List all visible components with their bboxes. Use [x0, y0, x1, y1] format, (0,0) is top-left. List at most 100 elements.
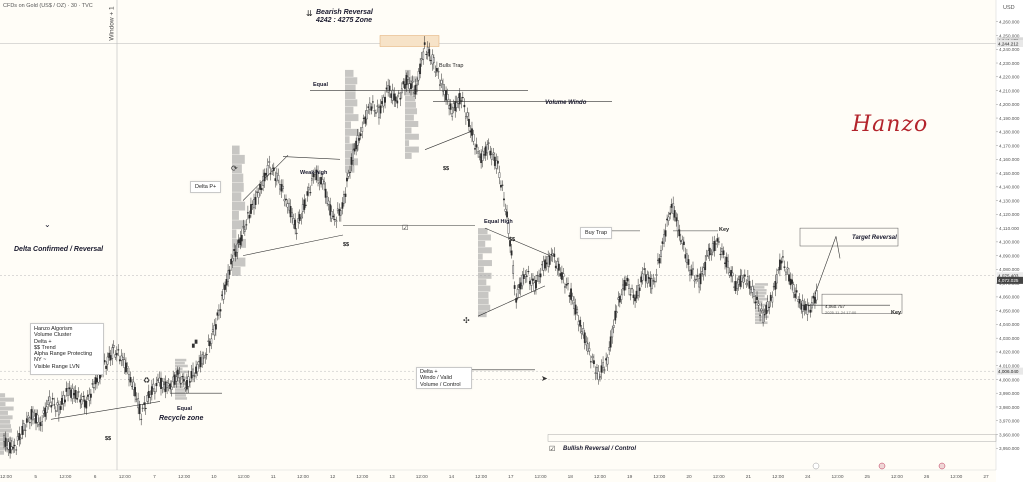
candle-body [288, 202, 290, 211]
candle-body [498, 172, 501, 178]
candle-body [510, 250, 513, 256]
candle-body [565, 283, 568, 286]
candle-body [800, 303, 803, 310]
candle-body [306, 191, 309, 196]
candle-body [349, 171, 351, 173]
x-tick-label: 5 [34, 474, 37, 480]
candle-body [487, 142, 490, 144]
candle-body [486, 144, 489, 154]
candle-body [336, 208, 339, 212]
candle-body [503, 198, 505, 201]
recycle-zone-label: Recycle zone [159, 415, 204, 422]
candle-body [158, 377, 161, 383]
candle-body [105, 365, 108, 369]
candle-body [667, 216, 670, 221]
candle-body [603, 369, 606, 371]
volume-profile-bar [232, 210, 239, 220]
y-tick-label: 4,050.000 [999, 308, 1020, 313]
price-tag-label: 4,075.403 [998, 274, 1019, 279]
x-tick-label: 12:00 [178, 474, 190, 480]
window-label: Window + 1 [108, 6, 116, 41]
candle-body [679, 240, 682, 242]
candle-body [615, 311, 618, 314]
candle-body [327, 200, 330, 205]
y-tick-label: 4,230.000 [999, 61, 1020, 66]
candle-body [88, 394, 91, 401]
candle-body [468, 118, 470, 127]
y-tick-label: 4,210.000 [999, 88, 1020, 93]
x-tick-label: 7 [153, 474, 156, 480]
candle-body [320, 177, 322, 185]
candle-body [326, 196, 329, 204]
volume-profile-bar [0, 428, 12, 433]
volume-profile-bar [478, 298, 489, 305]
candle-body [408, 83, 411, 89]
candle-body [664, 230, 667, 237]
volume-profile-bar [232, 182, 244, 192]
candle-body [663, 234, 665, 244]
candle-body [106, 356, 109, 365]
candle-body [774, 280, 777, 290]
candle-body [391, 89, 394, 101]
x-tick-label: 6 [94, 474, 97, 480]
candle-body [359, 133, 362, 137]
candle-body [771, 296, 774, 303]
candle-body [545, 262, 548, 265]
candle-body [602, 362, 604, 368]
candle-body [225, 278, 228, 286]
candle-body [422, 51, 425, 60]
candle-body [637, 285, 640, 296]
x-tick-label: 24 [805, 474, 811, 480]
candle-body [782, 256, 784, 258]
candle-body [245, 224, 248, 226]
candle-body [769, 294, 772, 301]
trend-line [242, 154, 289, 201]
candle-body [586, 343, 589, 352]
candle-body [4, 437, 7, 447]
candle-body [553, 253, 556, 258]
candle-body [178, 373, 181, 378]
candle-body [721, 248, 723, 252]
candle-body [114, 354, 117, 358]
candle-body [682, 241, 685, 246]
candle-body [21, 426, 24, 435]
candle-body [394, 96, 397, 102]
volume-profile-bar [232, 173, 244, 183]
candle-body [535, 280, 537, 289]
candle-body [547, 256, 550, 267]
candle-body [388, 85, 391, 92]
candle-body [339, 210, 342, 216]
candle-body [539, 273, 542, 278]
candle-body [79, 399, 82, 403]
candle-body [420, 58, 423, 61]
y-tick-label: 4,150.000 [999, 171, 1020, 176]
candle-body [554, 265, 557, 268]
candle-body [303, 199, 306, 210]
candle-body [218, 309, 220, 316]
candle-body [528, 280, 531, 285]
y-tick-label: 3,990.000 [999, 391, 1020, 396]
x-tick-label: 12:00 [119, 474, 131, 480]
candle-body [352, 149, 354, 161]
candle-body [181, 376, 184, 378]
candle-body [577, 321, 580, 326]
volume-profile-bar [405, 101, 416, 108]
x-tick-label: 12:00 [950, 474, 962, 480]
volume-profile-bar [405, 152, 412, 159]
candle-body [783, 266, 786, 268]
candle-body [77, 391, 80, 393]
candle-body [521, 274, 524, 287]
candle-body [655, 274, 658, 276]
candle-body [507, 222, 510, 234]
candle-body [626, 277, 629, 282]
candle-body [289, 205, 292, 218]
volume-profile-bar [345, 77, 358, 85]
candle-body [30, 409, 33, 420]
candle-body [455, 102, 458, 108]
volume-profile-bar [0, 419, 11, 424]
candle-body [160, 377, 162, 390]
candle-body [419, 63, 422, 75]
volume-profile-bar [232, 266, 241, 276]
